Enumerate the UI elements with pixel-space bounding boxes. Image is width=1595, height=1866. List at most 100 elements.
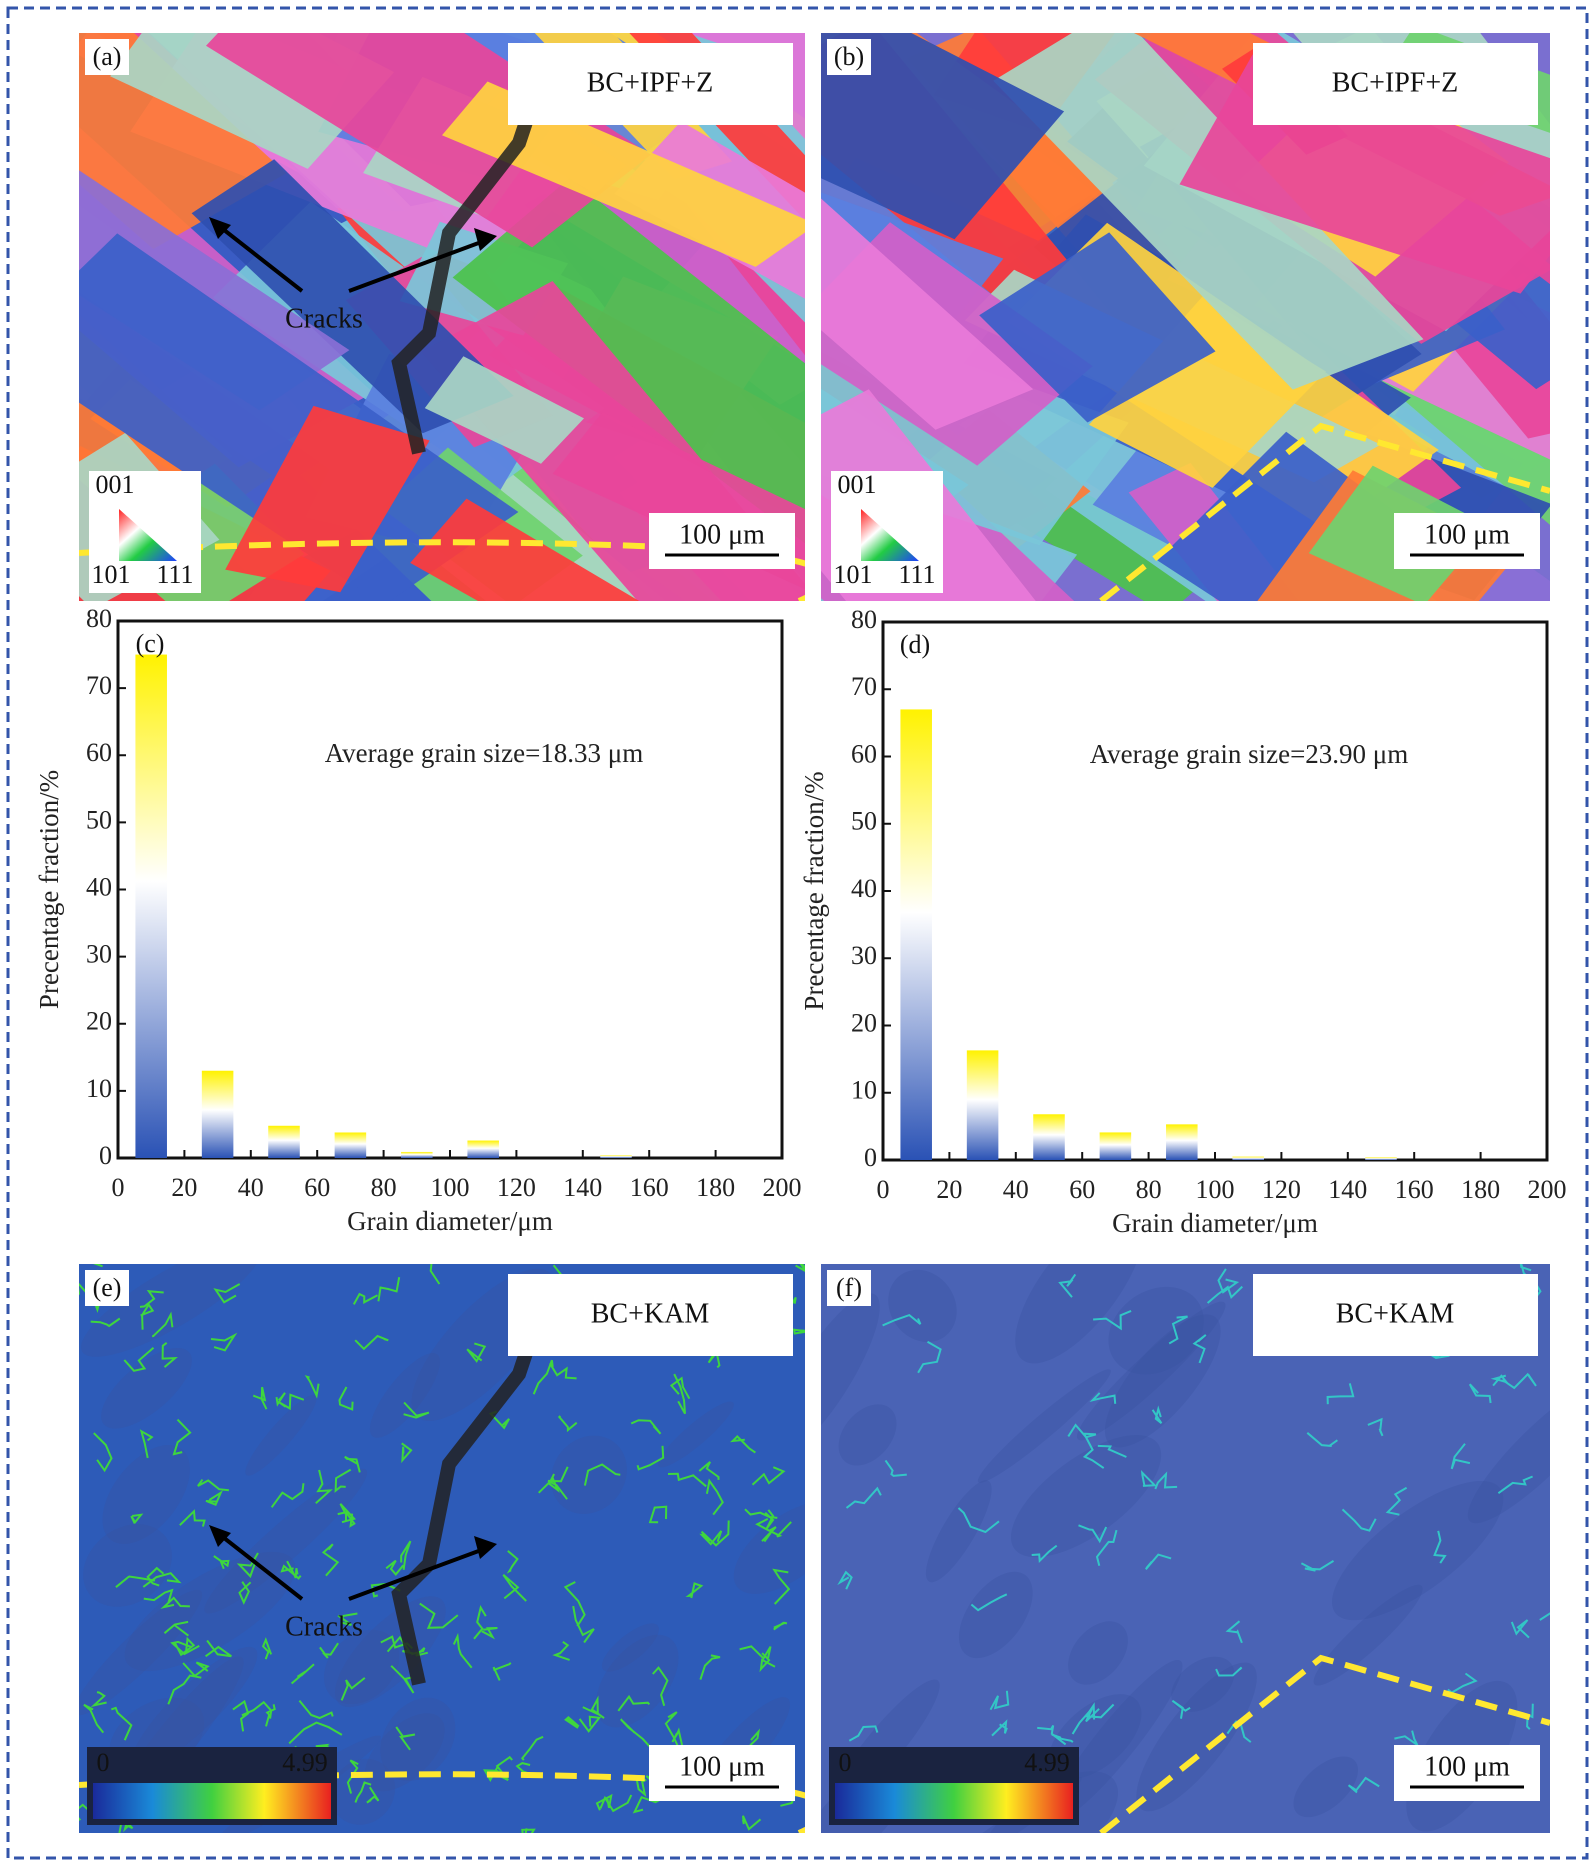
kam-line — [572, 1605, 595, 1644]
kam-line — [210, 1332, 238, 1352]
kam-line — [772, 1568, 791, 1605]
kam-line — [139, 1290, 164, 1308]
kam-line — [1095, 1529, 1118, 1567]
kam-line — [93, 1264, 103, 1268]
x-tick-label: 140 — [1328, 1175, 1367, 1204]
grain — [191, 159, 514, 434]
kam-line — [1447, 1672, 1478, 1694]
kam-shade — [1332, 1480, 1504, 1621]
kam-shade — [550, 1435, 627, 1514]
x-tick-label: 20 — [936, 1175, 962, 1204]
kam-line — [1300, 1560, 1335, 1572]
kam-line — [617, 1694, 651, 1712]
kam-line — [366, 1786, 380, 1804]
kam-line — [466, 1342, 487, 1363]
micrograph — [79, 33, 805, 601]
kam-line — [321, 1543, 340, 1577]
panel-label: (b) — [834, 42, 864, 71]
kam-line — [1468, 1383, 1492, 1404]
kam-line — [337, 1612, 358, 1626]
bar — [334, 1132, 367, 1158]
kam-line — [1078, 1524, 1108, 1544]
figure-border — [6, 6, 1589, 1860]
bar — [1232, 1156, 1264, 1160]
kam-bg — [821, 1264, 1550, 1833]
grain — [979, 232, 1216, 423]
grain — [225, 405, 430, 593]
kam-line — [238, 1581, 252, 1605]
arrowhead — [209, 1525, 231, 1547]
arrow — [217, 224, 304, 293]
x-tick-label: 140 — [563, 1173, 602, 1202]
scale-bar-label: 100 μm — [679, 519, 765, 550]
kam-shade — [364, 1713, 445, 1792]
kam-shade — [204, 1468, 368, 1614]
kam-line — [1089, 1392, 1117, 1404]
kam-line — [1341, 1508, 1377, 1532]
kam-line — [705, 1478, 724, 1516]
annotation: Average grain size=18.33 μm — [325, 738, 644, 768]
x-tick-label: 200 — [1528, 1175, 1567, 1204]
kam-line — [1051, 1733, 1074, 1743]
kam-shade — [977, 1369, 1111, 1483]
kam-shade — [101, 1347, 192, 1429]
kam-line — [197, 1479, 230, 1492]
grain — [452, 178, 805, 544]
kam-line — [319, 1642, 339, 1659]
kam-line — [1084, 1702, 1115, 1720]
bar — [600, 1155, 632, 1158]
kam-line — [161, 1342, 178, 1368]
kam-line — [1367, 1417, 1384, 1437]
x-tick-label: 40 — [238, 1173, 264, 1202]
kam-line — [563, 1581, 586, 1627]
ipf-triangle — [119, 509, 177, 561]
kam-line — [179, 1509, 206, 1527]
arrow — [348, 239, 485, 293]
y-tick-label: 60 — [851, 739, 877, 768]
crack — [391, 50, 556, 455]
ipf-key-label: 111 — [156, 560, 193, 589]
kam-line — [1450, 1443, 1471, 1470]
x-axis-label: Grain diameter/μm — [347, 1206, 553, 1236]
kam-line — [340, 1677, 366, 1701]
kam-line — [400, 1540, 412, 1570]
kam-shade — [1068, 1621, 1128, 1685]
kam-line — [1217, 1268, 1240, 1294]
kam-line — [1326, 1383, 1355, 1405]
kam-line — [667, 1472, 707, 1488]
label-box — [827, 39, 871, 75]
kam-line — [90, 1317, 121, 1328]
x-tick-label: 100 — [1196, 1175, 1235, 1204]
kam-line — [160, 1596, 190, 1609]
kam-line — [532, 1359, 554, 1395]
kam-line — [1306, 1432, 1338, 1447]
kam-line — [1145, 1553, 1172, 1570]
kam-line — [1151, 1405, 1163, 1424]
kam-line — [652, 1666, 669, 1707]
kam-line — [173, 1636, 196, 1657]
grain — [442, 81, 805, 267]
kam-line — [110, 1706, 133, 1741]
kam-line — [1510, 1619, 1530, 1639]
kam-line — [547, 1466, 569, 1500]
ipf-key-label: 101 — [92, 560, 131, 589]
panel-title: BC+KAM — [1336, 1298, 1455, 1329]
kam-line — [685, 1582, 704, 1599]
kam-line — [338, 1386, 354, 1411]
y-tick-label: 20 — [851, 1008, 877, 1037]
kam-line — [213, 1555, 230, 1570]
arrow — [348, 1547, 485, 1601]
scale-bar-label: 100 μm — [679, 1751, 765, 1782]
kam-shade — [1049, 1659, 1183, 1823]
kam-colorbar — [835, 1783, 1073, 1819]
kam-shade — [124, 1551, 296, 1672]
kam-line — [673, 1373, 686, 1415]
kam-line — [252, 1386, 268, 1410]
ipf-key-box — [89, 471, 201, 593]
kam-shade — [1104, 1314, 1221, 1448]
kam-line — [763, 1521, 792, 1543]
label-box — [85, 1270, 129, 1306]
kam-shade — [1136, 1662, 1257, 1812]
kam-line — [742, 1815, 762, 1831]
